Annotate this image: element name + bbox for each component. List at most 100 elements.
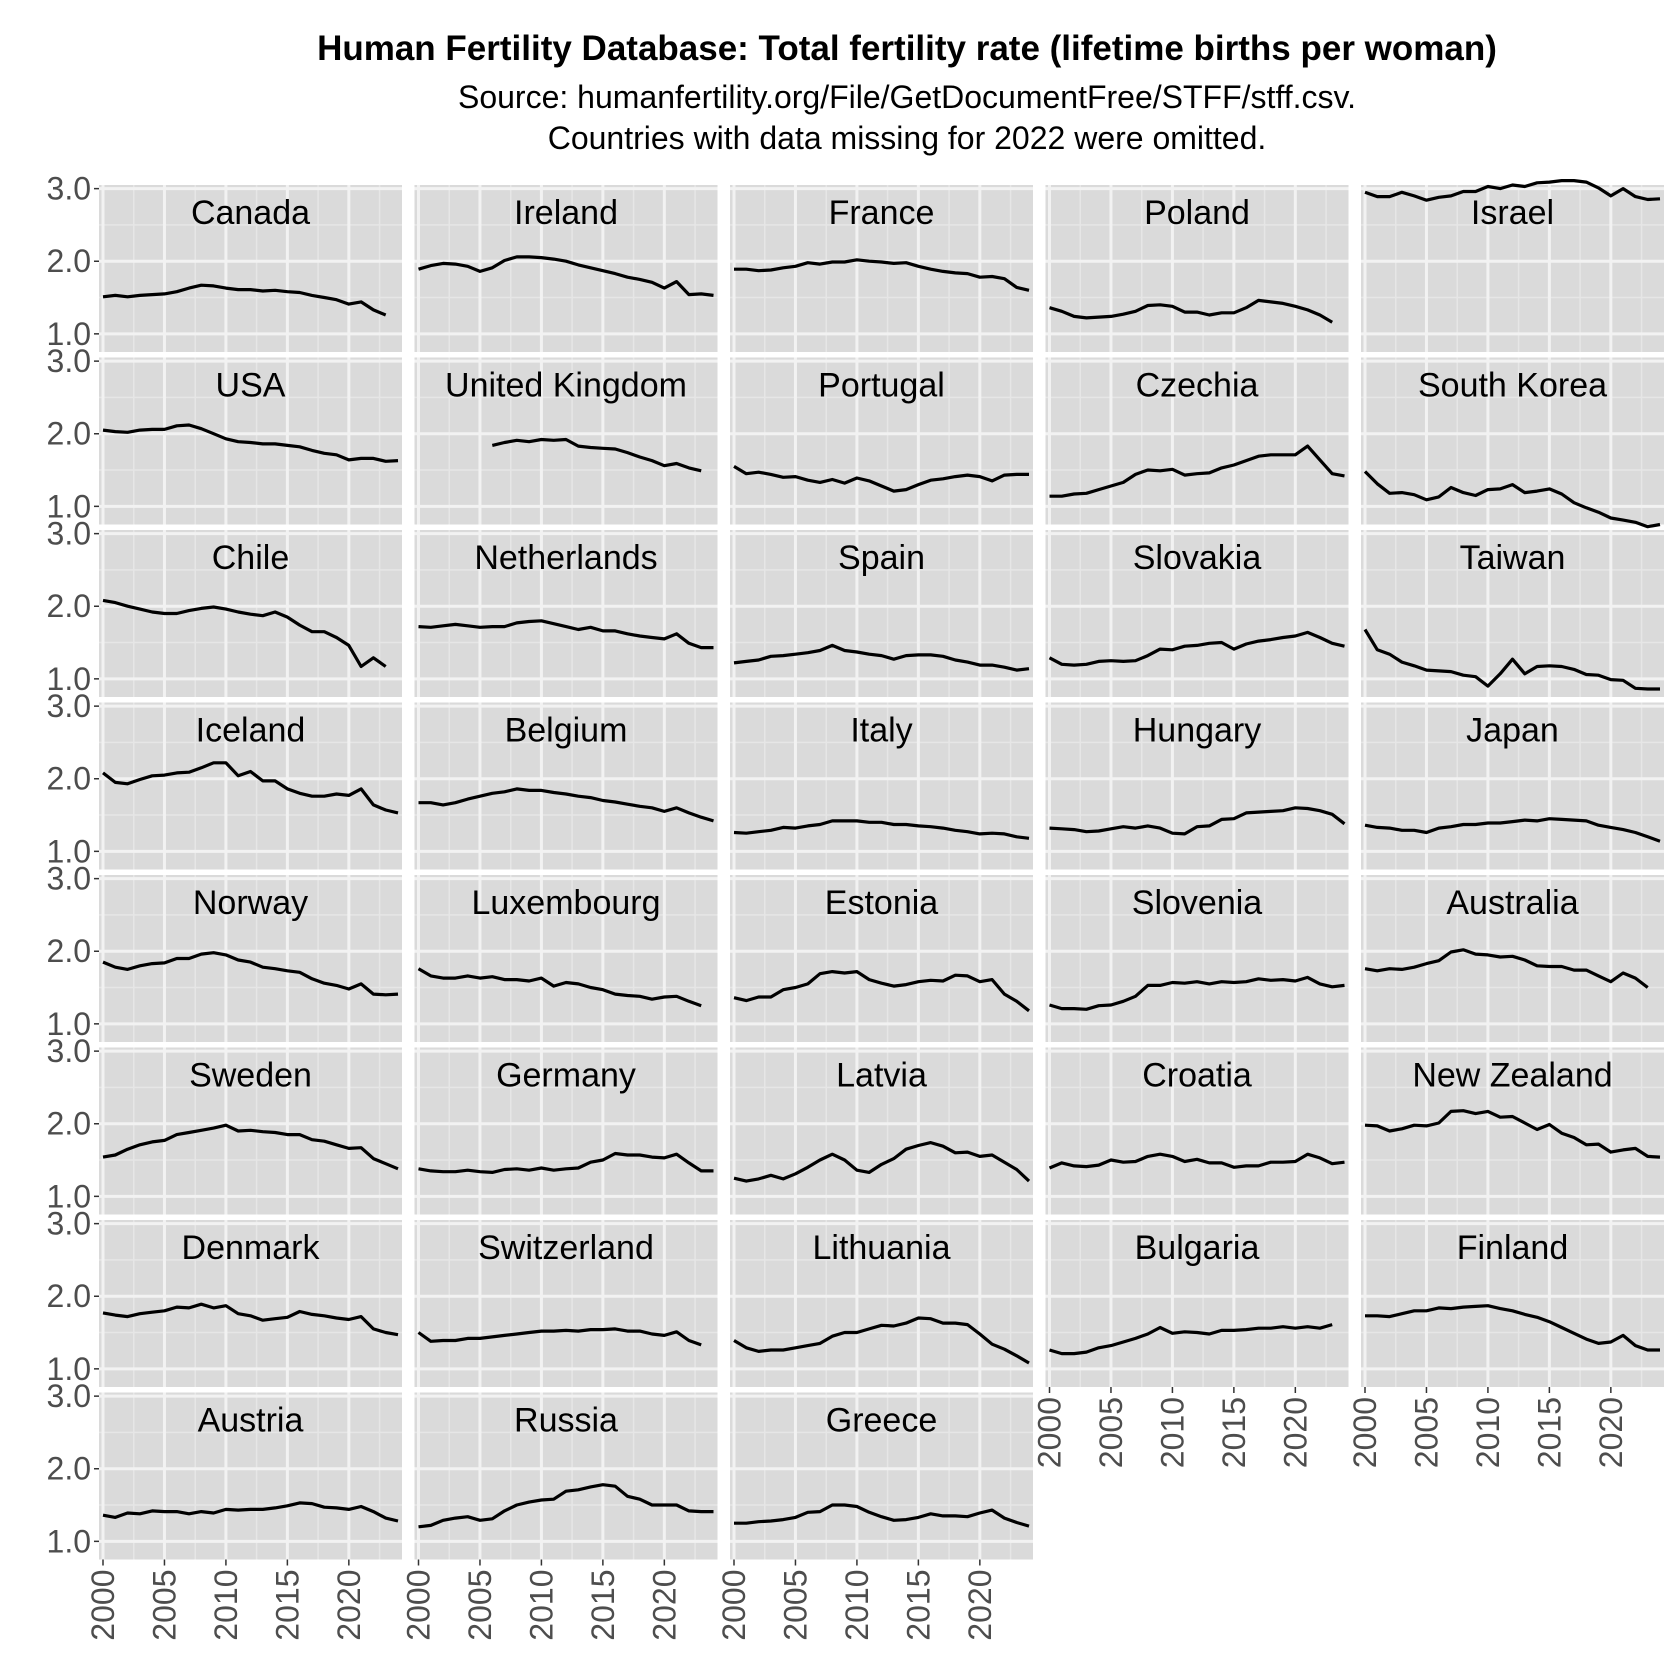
- panel-label: Lithuania: [812, 1229, 950, 1267]
- x-tick-label: 2000: [716, 1570, 752, 1641]
- panel-label: Sweden: [189, 1057, 312, 1095]
- panel-label: USA: [216, 367, 286, 405]
- x-tick-label: 2015: [269, 1570, 305, 1641]
- x-tick-label: 2020: [331, 1570, 367, 1641]
- panel-background: [730, 357, 1033, 525]
- panel-croatia: Croatia: [1045, 1047, 1349, 1215]
- x-tick-label: 2015: [1216, 1397, 1252, 1468]
- panel-label: Israel: [1471, 194, 1554, 232]
- series-line-united-kingdom: [491, 437, 702, 473]
- panel-label: Denmark: [182, 1229, 321, 1267]
- panel-label: Estonia: [825, 884, 938, 922]
- panel-background: [730, 530, 1033, 697]
- panel-background: [1045, 1047, 1349, 1215]
- y-tick-label: 3.0: [47, 171, 91, 207]
- y-tick-label: 3.0: [47, 1033, 91, 1069]
- panel-italy: Italy: [730, 702, 1033, 870]
- panel-background: [1045, 185, 1349, 352]
- panel-chile: Chile 1.0 2.0 3.0: [47, 516, 402, 697]
- panel-south-korea: South Korea: [1361, 357, 1664, 529]
- series-line-czechia: [1049, 444, 1345, 498]
- series-line-iceland: [102, 761, 399, 815]
- x-tick-label: 2015: [1531, 1397, 1567, 1468]
- series-line-russia: [418, 1483, 714, 1529]
- y-tick-label: 3.0: [47, 861, 91, 897]
- series-line-france: [734, 258, 1030, 292]
- series-line-hungary: [1049, 806, 1346, 836]
- panel-ireland: Ireland: [414, 185, 718, 352]
- panel-usa: USA 1.0 2.0 3.0: [47, 343, 402, 525]
- x-tick-label: 2005: [1408, 1397, 1444, 1468]
- panel-label: Finland: [1457, 1229, 1569, 1267]
- panel-background: [1361, 702, 1664, 870]
- series-line-south-korea: [1363, 470, 1661, 529]
- panel-japan: Japan: [1361, 702, 1664, 870]
- panel-background: [1361, 1047, 1664, 1215]
- panel-background: [414, 530, 718, 697]
- panel-background: [1361, 875, 1664, 1042]
- series-line-chile: [102, 598, 387, 669]
- x-tick-label: 2010: [1470, 1397, 1506, 1468]
- panel-background: [1361, 530, 1664, 697]
- panel-bulgaria: Bulgaria 2000 2005 2010 2015 2020: [1032, 1220, 1349, 1468]
- series-line-italy: [733, 819, 1030, 840]
- panel-label: Slovenia: [1132, 884, 1263, 922]
- panel-greece: Greece 2000 2005 2010 2015 2020: [716, 1392, 1033, 1641]
- series-line-slovakia: [1048, 630, 1345, 667]
- chart-title: Human Fertility Database: Total fertilit…: [317, 29, 1497, 68]
- series-line-new-zealand: [1364, 1109, 1661, 1159]
- panel-label: Hungary: [1133, 712, 1262, 750]
- x-tick-label: 2010: [839, 1570, 875, 1641]
- series-line-sweden: [102, 1123, 399, 1171]
- panel-label: United Kingdom: [445, 367, 687, 405]
- x-tick-label: 2020: [962, 1570, 998, 1641]
- x-tick-label: 2000: [401, 1570, 437, 1641]
- series-line-australia: [1364, 948, 1649, 989]
- series-line-taiwan: [1363, 628, 1660, 691]
- chart-subtitle-line-2: Countries with data missing for 2022 wer…: [548, 120, 1267, 156]
- panel-background: [730, 1047, 1033, 1215]
- panel-label: Russia: [514, 1402, 618, 1440]
- panel-background: [1045, 1220, 1349, 1387]
- panel-background: [414, 1392, 718, 1560]
- panel-label: Iceland: [196, 712, 306, 750]
- panel-background: [730, 702, 1033, 870]
- x-tick-label: 2015: [585, 1570, 621, 1641]
- series-line-portugal: [733, 465, 1029, 493]
- panel-luxembourg: Luxembourg: [414, 875, 718, 1042]
- panel-spain: Spain: [730, 530, 1033, 697]
- panel-label: Poland: [1144, 194, 1250, 232]
- panel-label: Chile: [212, 539, 289, 577]
- panel-australia: Australia: [1361, 875, 1664, 1042]
- y-tick-label: 2.0: [47, 761, 91, 797]
- panel-label: Germany: [496, 1057, 636, 1095]
- panel-label: Luxembourg: [471, 884, 660, 922]
- panel-background: [414, 185, 718, 352]
- panel-taiwan: Taiwan: [1361, 530, 1664, 697]
- y-tick-label: 2.0: [47, 243, 91, 279]
- series-line-finland: [1365, 1304, 1660, 1352]
- y-tick-label: 2.0: [47, 1451, 91, 1487]
- panel-portugal: Portugal: [730, 357, 1033, 525]
- y-tick-label: 3.0: [47, 1206, 91, 1242]
- y-tick-label: 1.0: [47, 1523, 91, 1559]
- y-tick-label: 2.0: [47, 416, 91, 452]
- series-line-belgium: [418, 787, 714, 823]
- panel-background: [1361, 357, 1664, 525]
- series-line-slovenia: [1049, 975, 1345, 1011]
- y-tick-label: 2.0: [47, 933, 91, 969]
- series-line-israel: [1364, 179, 1661, 202]
- y-tick-label: 1.0: [47, 1351, 91, 1387]
- panel-lithuania: Lithuania: [730, 1220, 1033, 1387]
- x-tick-label: 2020: [646, 1570, 682, 1641]
- y-tick-label: 2.0: [47, 588, 91, 624]
- panel-label: France: [829, 194, 935, 232]
- panel-label: Spain: [838, 539, 925, 577]
- panel-label: Canada: [191, 194, 310, 232]
- x-tick-label: 2020: [1277, 1397, 1313, 1468]
- series-line-luxembourg: [417, 967, 702, 1008]
- panel-background: [1045, 702, 1349, 870]
- panel-background: [1045, 875, 1349, 1042]
- panel-background: [414, 702, 718, 870]
